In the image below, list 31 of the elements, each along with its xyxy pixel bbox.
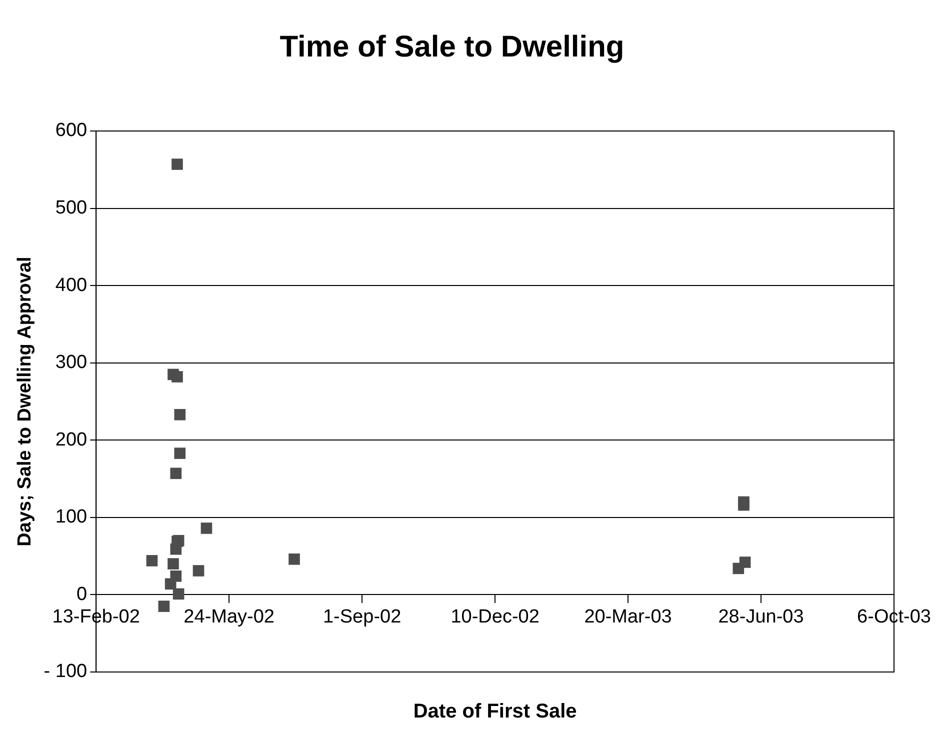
point (200, 522, 212, 534)
y-tick-label: 500 (55, 198, 88, 219)
y-tick-label: 300 (55, 352, 88, 374)
y-tick-label: 0 (76, 584, 88, 605)
point (172, 371, 183, 382)
chart-title: Time of Sale to Dwelling (280, 30, 624, 64)
x-tick-label: 28-Jun-03 (718, 606, 804, 628)
y-tick-label: 600 (55, 120, 88, 142)
x-tick-label: 20-Mar-03 (584, 606, 672, 628)
point (172, 158, 183, 170)
point (192, 565, 204, 576)
point (288, 554, 300, 565)
y-axis-title: Days; Sale to Dwelling Approval (14, 256, 36, 546)
point (170, 570, 182, 582)
y-tick-label: 200 (55, 429, 88, 450)
y-tick-label: - 100 (44, 661, 88, 682)
point (146, 555, 158, 566)
y-tick-label: 100 (55, 506, 88, 528)
point (738, 499, 750, 511)
x-tick-label: 1-Sep-02 (322, 606, 402, 628)
x-axis-title: Date of First Sale (413, 700, 577, 723)
point (174, 408, 186, 420)
point (172, 588, 184, 600)
point (170, 468, 182, 480)
point (739, 556, 751, 568)
x-tick-label: 24-May-02 (184, 606, 275, 628)
x-tick-label: 10-Dec-02 (450, 606, 540, 628)
point (168, 558, 179, 570)
point (174, 448, 186, 459)
y-tick-label: 400 (55, 274, 88, 296)
point (158, 600, 170, 612)
